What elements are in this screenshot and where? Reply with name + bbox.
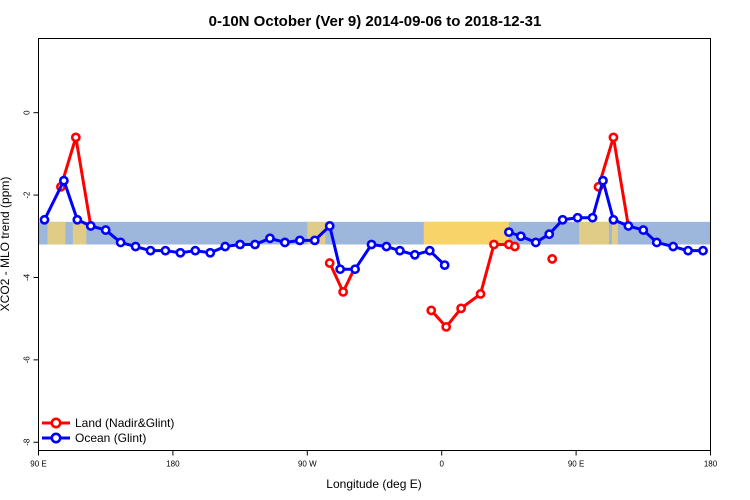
ocean-point [294,235,305,246]
land-point [489,239,499,250]
ocean-point [503,227,514,238]
ocean-point [220,241,231,252]
y-axis-label: XCO2 - MLO trend (ppm) [0,177,12,312]
y-tick-label: -4 [23,273,32,281]
ocean-point [544,229,555,240]
legend-land-swatch-marker [50,417,62,429]
ocean-point [58,175,69,186]
ocean-point [130,241,141,252]
ocean-point [324,221,335,231]
x-tick-label: 180 [704,460,718,469]
ocean-point [598,175,608,186]
ocean-point [39,214,50,225]
ocean-point [515,231,526,242]
ocean-point [115,237,126,248]
ocean-point [309,235,320,246]
land-patch [47,221,66,245]
legend-ocean-label: Ocean (Glint) [75,431,146,445]
ocean-point [530,237,541,248]
x-tick-label: 0 [439,460,444,469]
ocean-point [235,239,245,250]
x-tick-label: 180 [166,460,180,469]
land-patch [579,221,609,245]
land-point [441,321,452,332]
land-point [338,286,349,297]
land-point [509,241,520,252]
legend-land-label: Land (Nadir&Glint) [75,416,174,430]
x-tick-label: 90 W [298,460,317,469]
chart-title: 0-10N October (Ver 9) 2014-09-06 to 2018… [209,13,542,30]
legend: Land (Nadir&Glint) Ocean (Glint) [42,416,174,445]
ocean-point [72,214,83,225]
series-layer [39,132,708,332]
ocean-point [638,225,649,235]
ocean-point [366,239,377,250]
ocean-point [668,241,679,252]
land-point [324,258,335,268]
y-tick-label: 0 [23,110,32,115]
x-tick-label: 90 E [568,460,584,469]
ocean-point [572,212,583,223]
y-axis: 0 -2 -4 -6 -8 [23,110,39,446]
ocean-series-line [43,179,446,271]
ocean-point [335,264,346,275]
ocean-point [160,245,171,256]
land-point [547,254,558,264]
ocean-point [85,221,96,231]
ocean-point [250,239,260,250]
x-axis-label: Longitude (deg E) [326,477,421,491]
land-point [70,132,81,143]
ocean-point [587,212,598,223]
land-point [475,289,486,299]
land-point [608,132,619,143]
land-patch [72,221,87,245]
land-point [456,303,467,314]
ocean-point [394,245,405,256]
x-axis: 90 E 180 90 W 0 90 E 180 [30,450,718,469]
ocean-point [651,237,662,248]
y-tick-label: -8 [23,438,32,446]
ocean-point [350,264,360,275]
x-tick-label: 90 E [30,460,46,469]
ocean-point [698,245,708,256]
ocean-point [439,260,450,270]
ocean-point [175,247,186,258]
ocean-point [205,247,216,258]
ocean-point [623,221,634,231]
y-tick-label: -2 [23,191,32,199]
ocean-point [381,241,392,252]
land-point [426,305,437,316]
ocean-point [145,245,156,256]
ocean-point [279,237,290,248]
ocean-point [608,214,619,225]
ocean-point [265,233,275,244]
ocean-point [100,225,111,235]
land-patch [423,221,509,245]
y-tick-label: -6 [23,356,32,364]
ocean-point [424,245,435,256]
ocean-point [557,214,568,225]
ocean-point [683,245,693,256]
ocean-point [409,249,420,260]
legend-ocean-swatch-marker [50,432,62,444]
ocean-point [190,245,201,256]
plot-frame [38,38,711,451]
land-patch [611,221,618,245]
land-series-line [430,243,509,329]
